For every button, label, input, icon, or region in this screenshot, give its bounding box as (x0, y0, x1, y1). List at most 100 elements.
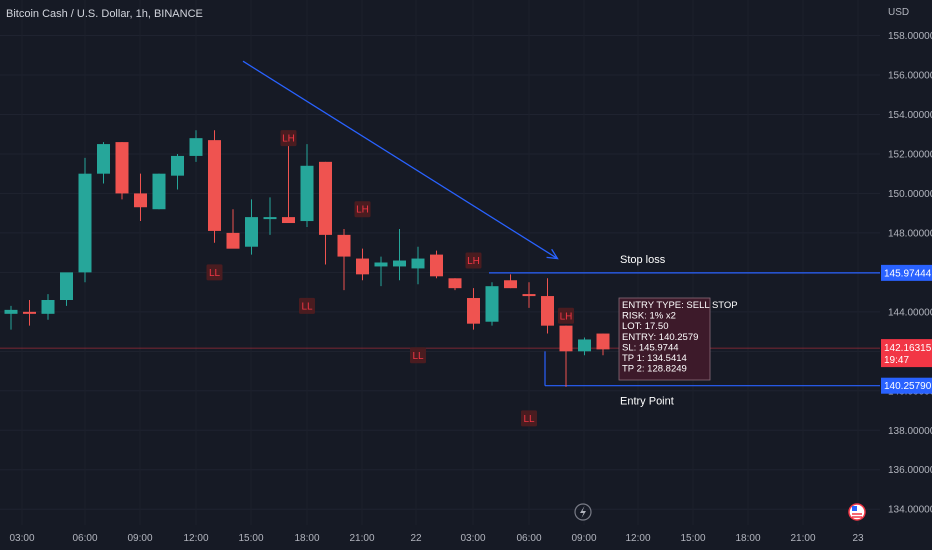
swing-label-bg (465, 252, 482, 269)
swing-label-text: LH (467, 256, 480, 267)
swing-label-bg (280, 130, 297, 147)
swing-label-bg (206, 264, 223, 281)
info-box-line: RISK: 1% x2 (622, 311, 676, 322)
x-tick-label: 06:00 (516, 533, 541, 544)
y-tick-label: 158.00000 (888, 31, 932, 42)
x-tick-label: 03:00 (9, 533, 34, 544)
level-price-tag[interactable] (881, 377, 932, 394)
info-box-line: SL: 145.9744 (622, 342, 679, 353)
swing-label-text: LL (301, 301, 313, 312)
flag-icon-canton (852, 506, 857, 511)
candle (356, 248, 369, 281)
candle-body (578, 339, 591, 352)
candle-body (115, 142, 129, 194)
candle (134, 173, 147, 222)
x-tick-label: 03:00 (460, 533, 485, 544)
candle-body (356, 258, 369, 275)
price-axis[interactable]: 158.00000 156.00000 154.00000 152.00000 150.… (881, 7, 932, 516)
us-flag-icon[interactable] (848, 503, 866, 521)
swing-label-bg (410, 347, 426, 364)
candle-body (282, 217, 295, 224)
candle-body (448, 278, 462, 289)
lightning-icon-ring (574, 503, 592, 521)
x-tick-label: 21:00 (349, 533, 374, 544)
x-tick-label: 15:00 (238, 533, 263, 544)
swing-label: LH (354, 201, 371, 218)
candle-body (559, 325, 573, 352)
level-price-tag[interactable] (881, 264, 932, 281)
current-price-tag[interactable] (881, 339, 932, 368)
candle (319, 161, 332, 265)
y-tick-label: 156.00000 (888, 71, 932, 82)
y-tick-label: 148.00000 (888, 228, 932, 239)
currency-label: USD (888, 7, 909, 18)
lightning-icon[interactable] (574, 503, 592, 521)
x-tick-label: 15:00 (680, 533, 705, 544)
candle-body (208, 140, 221, 231)
y-tick-label: 134.00000 (888, 505, 932, 516)
candle-body (189, 138, 203, 156)
swing-label-text: LH (282, 134, 295, 145)
swing-label: LH (558, 307, 574, 324)
candle (189, 130, 203, 162)
candle-body (411, 258, 425, 269)
swing-label-text: LH (356, 205, 369, 216)
level-price-text: 140.25790 (884, 381, 932, 392)
y-tick-label: 138.00000 (888, 426, 932, 437)
candle (263, 197, 277, 235)
candle (541, 278, 554, 334)
info-box-line: ENTRY: 140.2579 (622, 332, 698, 343)
candle-body (485, 286, 499, 322)
candle-body (4, 309, 18, 314)
swing-label-bg (558, 307, 574, 324)
candle-body (300, 165, 314, 222)
candles (4, 130, 610, 387)
y-tick-label: 154.00000 (888, 110, 932, 121)
candle-body (152, 173, 166, 210)
candle-body (23, 311, 36, 314)
swing-label-bg (354, 201, 371, 218)
horizontal-levels: Stop loss Entry Point (0, 254, 880, 408)
swing-label-text: LL (412, 351, 424, 362)
candle (152, 173, 166, 210)
candle-body (541, 296, 554, 326)
candle (226, 209, 240, 249)
candle (282, 138, 295, 224)
drawings: LL LH LL LH LL LH LL LH ENTRY TYPE: SELL STOPRIS… (206, 60, 738, 427)
candle-body (134, 193, 147, 208)
candle (97, 142, 110, 184)
candle (467, 288, 480, 330)
swing-label: LL (299, 297, 315, 314)
swing-label-bg (299, 297, 315, 314)
candle (374, 256, 388, 287)
trend-arrow-line (242, 60, 558, 260)
candle (23, 300, 36, 326)
candle-body (245, 217, 258, 247)
swing-label-text: LL (523, 414, 535, 425)
candle-body (171, 155, 184, 176)
candle (171, 153, 184, 190)
candle (245, 199, 258, 255)
time-axis[interactable]: 03:00 06:00 09:00 12:00 15:00 18:00 21:00 22 03:… (9, 533, 864, 544)
candle (41, 294, 55, 320)
candle-body (393, 260, 406, 267)
candle (393, 228, 406, 281)
swing-label: LL (206, 264, 223, 281)
lightning-icon-bolt (580, 506, 586, 518)
trend-arrow-head (546, 248, 559, 260)
candle-body (60, 272, 73, 300)
candle-body (522, 294, 536, 297)
swing-label: LL (521, 410, 537, 427)
countdown-text: 19:47 (884, 355, 909, 366)
candle-body (97, 144, 110, 174)
x-tick-label: 12:00 (625, 533, 650, 544)
level-label: Entry Point (620, 396, 674, 408)
info-box-line: TP 2: 128.8249 (622, 364, 687, 375)
candle-body (226, 232, 240, 249)
candle-body (263, 217, 277, 220)
candle-body (467, 298, 480, 324)
x-tick-label: 06:00 (72, 533, 97, 544)
swing-label-bg (521, 410, 537, 427)
